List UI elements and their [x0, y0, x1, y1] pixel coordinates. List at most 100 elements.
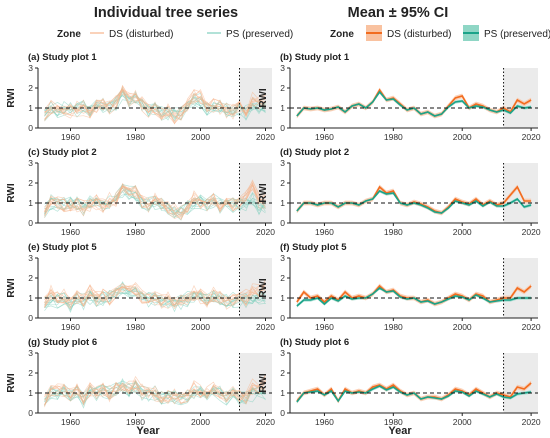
y-tick-label: 0: [28, 313, 33, 323]
y-tick-label: 3: [28, 158, 33, 168]
ds-ci-band: [296, 87, 532, 119]
y-tick-label: 2: [28, 83, 33, 93]
panel-f: (f) Study plot 5 0 1 2 3 1960 1980 2000 2020 RWI: [258, 242, 541, 332]
ps-mean-line: [296, 90, 532, 117]
x-axis-title-left: Year: [136, 425, 160, 437]
x-tick-label: 2000: [453, 322, 472, 332]
y-tick-label: 0: [28, 218, 33, 228]
ps-mean-line: [296, 287, 532, 307]
y-tick-label: 3: [280, 158, 285, 168]
y-tick-label: 2: [28, 368, 33, 378]
ds-tree-series: [44, 279, 266, 309]
y-tick-label: 2: [280, 273, 285, 283]
ds-tree-series: [44, 284, 266, 306]
ds-tree-series: [44, 378, 266, 408]
ds-tree-series: [44, 283, 266, 310]
y-axis-title: RWI: [258, 183, 269, 202]
y-tick-label: 1: [28, 293, 33, 303]
ps-tree-series: [44, 281, 266, 311]
panel-g: (g) Study plot 6 0 1 2 3 1960 1980 2000 2020 RWI: [6, 337, 275, 427]
x-tick-label: 2000: [191, 227, 210, 237]
y-tick-label: 1: [280, 198, 285, 208]
y-tick-label: 2: [28, 178, 33, 188]
x-tick-label: 2000: [453, 417, 472, 427]
plot-area: [44, 279, 266, 313]
ds-tree-series: [44, 88, 266, 119]
x-tick-label: 2020: [256, 322, 275, 332]
x-tick-label: 1960: [61, 132, 80, 142]
y-tick-label: 1: [280, 103, 285, 113]
post-event-shade: [503, 353, 538, 413]
panel-title: (g) Study plot 6: [28, 337, 97, 348]
x-tick-label: 1960: [315, 322, 334, 332]
x-tick-label: 1960: [61, 322, 80, 332]
panel-b: (b) Study plot 1 0 1 2 3 1960 1980 2000 2020 RWI: [258, 52, 541, 142]
y-tick-label: 1: [280, 388, 285, 398]
panel-a: (a) Study plot 1 0 1 2 3 1960 1980 2000 2020 RWI: [6, 52, 275, 142]
plot-area: [296, 87, 532, 119]
y-tick-label: 0: [280, 123, 285, 133]
y-axis-title: RWI: [6, 373, 17, 392]
x-tick-label: 1980: [126, 227, 145, 237]
y-axis-title: RWI: [258, 373, 269, 392]
y-tick-label: 3: [280, 348, 285, 358]
y-tick-label: 1: [28, 198, 33, 208]
y-tick-label: 2: [280, 83, 285, 93]
x-tick-label: 1980: [384, 132, 403, 142]
legend-ds-label: DS (disturbed): [109, 29, 173, 40]
x-tick-label: 1980: [384, 417, 403, 427]
y-axis-title: RWI: [6, 88, 17, 107]
x-tick-label: 2020: [256, 417, 275, 427]
y-tick-label: 1: [28, 103, 33, 113]
y-axis-title: RWI: [6, 183, 17, 202]
panel-e: (e) Study plot 5 0 1 2 3 1960 1980 2000 2020 RWI: [6, 242, 275, 332]
x-tick-label: 2000: [453, 132, 472, 142]
y-tick-label: 3: [280, 63, 285, 73]
panel-title: (c) Study plot 2: [28, 147, 97, 158]
panel-title: (f) Study plot 5: [280, 242, 347, 253]
col-title-right: Mean ± 95% CI: [348, 5, 449, 21]
x-axis-title-right: Year: [388, 425, 412, 437]
y-tick-label: 0: [28, 408, 33, 418]
x-tick-label: 2000: [453, 227, 472, 237]
panel-title: (e) Study plot 5: [28, 242, 97, 253]
x-tick-label: 1960: [315, 227, 334, 237]
legend-zone-label: Zone: [57, 29, 81, 40]
plot-area: [296, 283, 532, 308]
y-tick-label: 3: [28, 253, 33, 263]
col-title-left: Individual tree series: [94, 5, 238, 21]
ds-tree-series: [44, 93, 266, 121]
x-tick-label: 2020: [522, 322, 541, 332]
x-tick-label: 1960: [315, 132, 334, 142]
x-tick-label: 2000: [191, 322, 210, 332]
ds-tree-series: [44, 88, 266, 121]
plot-area: [296, 184, 532, 216]
legend-right: Zone DS (disturbed) PS (preserved): [330, 25, 550, 41]
y-tick-label: 2: [280, 368, 285, 378]
x-tick-label: 1980: [126, 417, 145, 427]
panel-title: (h) Study plot 6: [280, 337, 349, 348]
x-tick-label: 2000: [191, 132, 210, 142]
y-tick-label: 1: [28, 388, 33, 398]
x-tick-label: 2020: [256, 227, 275, 237]
ds-tree-series: [44, 181, 266, 216]
panel-title: (a) Study plot 1: [28, 52, 97, 63]
legend-ps-label: PS (preserved): [484, 29, 550, 40]
x-tick-label: 2020: [256, 132, 275, 142]
panel-d: (d) Study plot 2 0 1 2 3 1960 1980 2000 2020 RWI: [258, 147, 541, 237]
ds-tree-series: [44, 179, 266, 220]
panel-title: (b) Study plot 1: [280, 52, 350, 63]
legend-ds-label: DS (disturbed): [387, 29, 451, 40]
y-tick-label: 2: [280, 178, 285, 188]
panel-title: (d) Study plot 2: [280, 147, 349, 158]
post-event-shade: [503, 68, 538, 128]
ps-mean-line: [296, 385, 532, 403]
y-tick-label: 2: [28, 273, 33, 283]
legend-zone-label: Zone: [330, 29, 354, 40]
ds-tree-series: [44, 180, 266, 216]
y-axis-title: RWI: [258, 278, 269, 297]
ds-ci-band: [296, 283, 532, 307]
panel-c: (c) Study plot 2 0 1 2 3 1960 1980 2000 2020 RWI: [6, 147, 275, 237]
x-tick-label: 1980: [384, 227, 403, 237]
